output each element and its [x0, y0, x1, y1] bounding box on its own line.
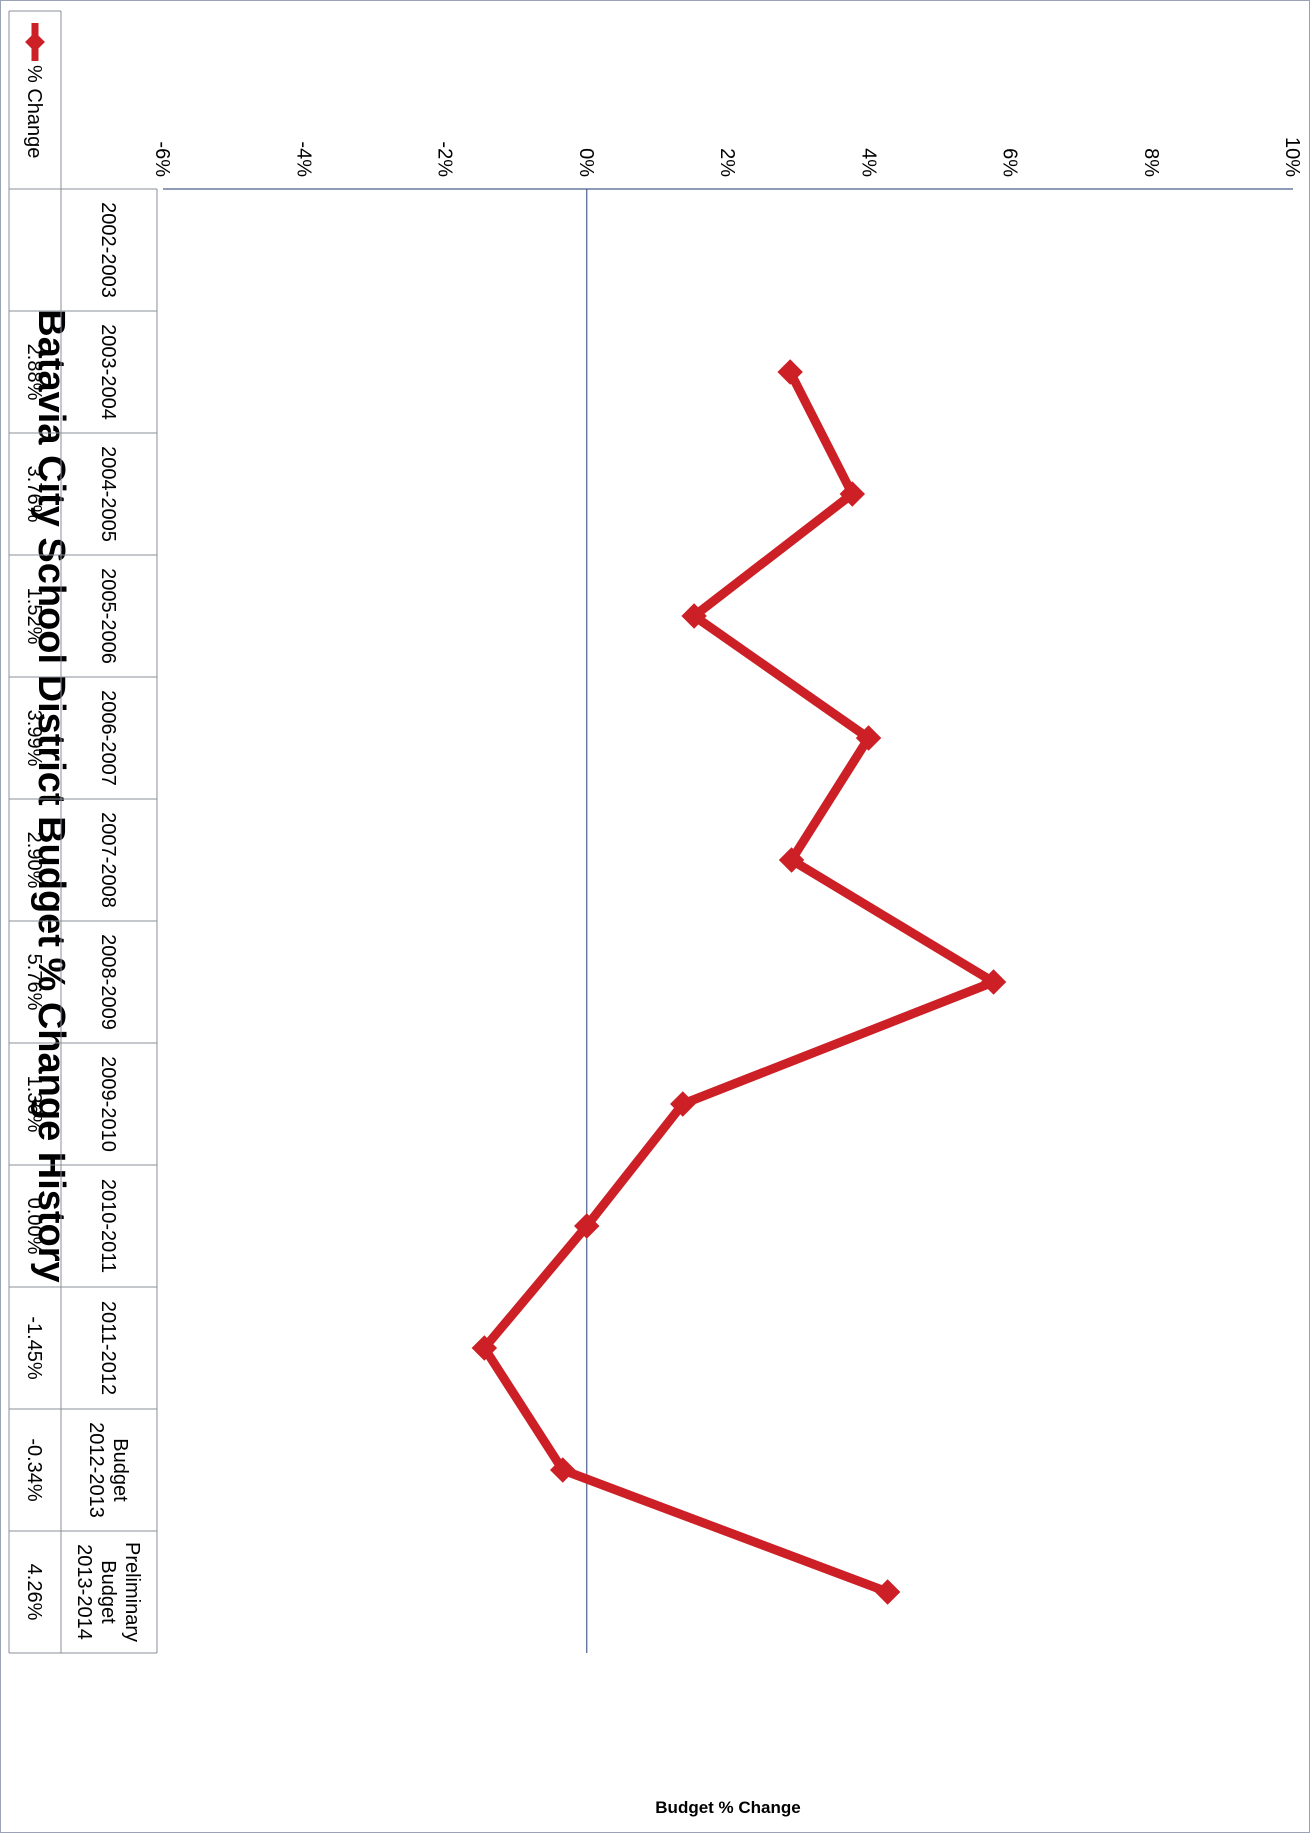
y-tick-label: 2%: [716, 148, 738, 177]
data-label: 1.52%: [23, 588, 45, 645]
y-tick-label: -6%: [151, 141, 173, 177]
category-label: 2009-2010: [97, 1056, 119, 1152]
legend-label: % Change: [23, 65, 45, 158]
category-label: Budget2012-2013: [85, 1422, 131, 1518]
data-label: 0.00%: [23, 1198, 45, 1255]
y-tick-label: 8%: [1140, 148, 1162, 177]
category-label: 2005-2006: [97, 568, 119, 664]
data-label: 2.88%: [23, 344, 45, 401]
data-label: 4.26%: [23, 1564, 45, 1621]
rotated-chart-group: Batavia City School District Budget % Ch…: [8, 10, 1303, 1817]
y-axis-ticks: 10% 8% 6% 4% 2% 0% -2% -4% -6%: [151, 137, 1303, 177]
y-tick-label: 4%: [857, 148, 879, 177]
category-label: 2002-2003: [97, 202, 119, 298]
data-point: [980, 969, 1007, 995]
category-label: 2003-2004: [97, 324, 119, 420]
data-label: -1.45%: [23, 1316, 45, 1380]
data-point: [778, 847, 805, 873]
data-table: 2002-2003 2003-2004 2.88% 2004-2005 3.76% 200…: [8, 10, 158, 1654]
data-label: 1.36%: [23, 1076, 45, 1133]
category-label: PreliminaryBudget2013-2014: [73, 1542, 143, 1642]
y-tick-label: -2%: [434, 141, 456, 177]
data-point: [681, 603, 707, 629]
series-line: [479, 369, 999, 1597]
category-label: 2006-2007: [97, 690, 119, 786]
axes: [163, 188, 1293, 1653]
data-label: 3.76%: [23, 466, 45, 523]
series-layer: [471, 359, 1007, 1605]
y-tick-label: 6%: [999, 148, 1021, 177]
y-tick-label: -4%: [292, 141, 314, 177]
data-point: [855, 725, 882, 751]
data-label: 2.90%: [23, 832, 45, 889]
y-axis-label: Budget % Change: [655, 1798, 800, 1817]
data-point: [839, 481, 866, 507]
category-label: 2010-2011: [97, 1179, 119, 1273]
data-label: 3.99%: [23, 710, 45, 767]
y-tick-label: 10%: [1281, 137, 1303, 177]
chart-title: Batavia City School District Budget % Ch…: [30, 309, 72, 1282]
category-label: 2007-2008: [97, 812, 119, 908]
data-point: [874, 1579, 901, 1605]
category-label: 2004-2005: [97, 446, 119, 542]
legend-marker: [25, 32, 45, 52]
data-label: -0.34%: [23, 1438, 45, 1502]
category-label: 2008-2009: [97, 934, 119, 1030]
y-tick-label: 0%: [575, 148, 597, 177]
data-label: 5.76%: [23, 954, 45, 1011]
category-label: 2011-2012: [97, 1301, 119, 1395]
